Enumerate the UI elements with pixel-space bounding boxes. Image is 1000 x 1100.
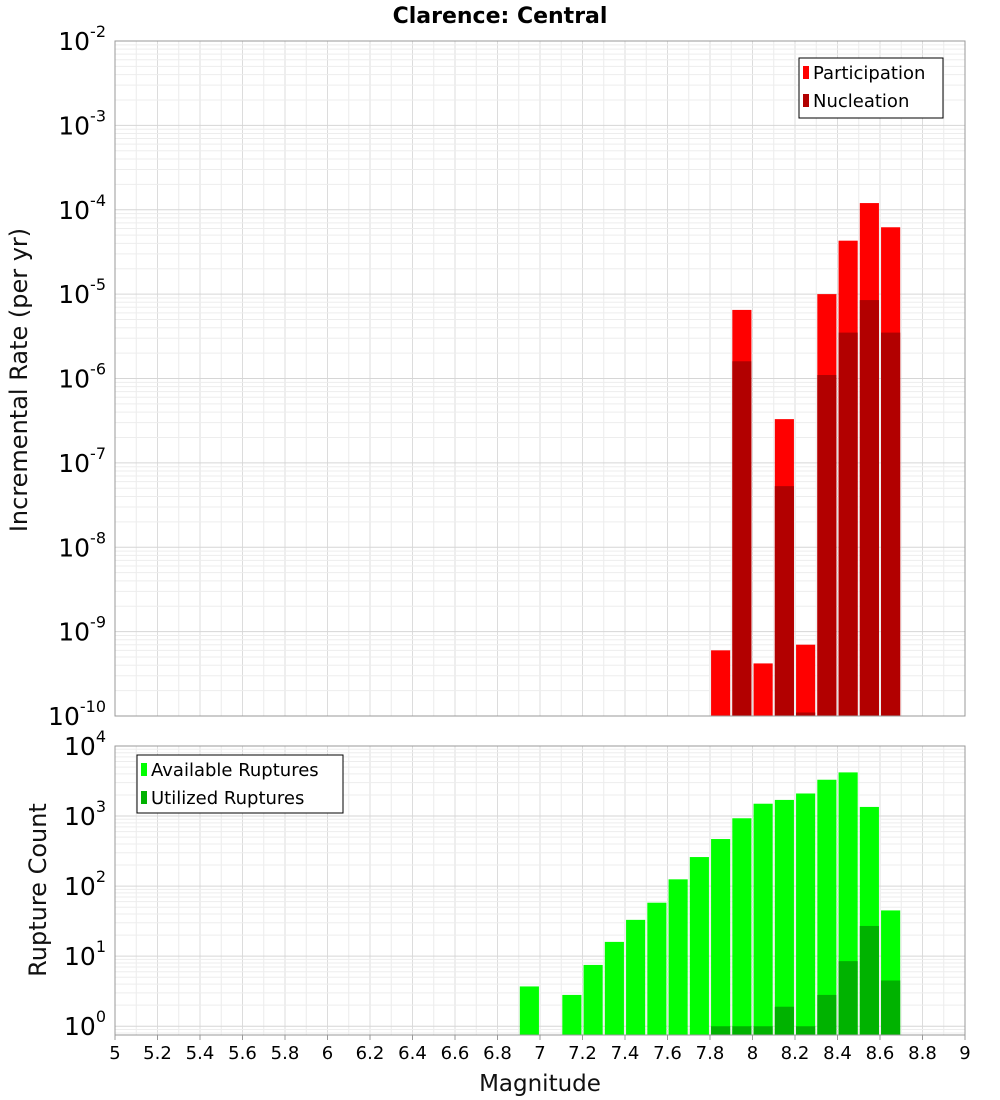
rate-plot-y-ticks: 10-2 10-3 10-4 10-5 10-6 10-7 10-8 10-9 10-10	[48, 22, 106, 731]
magnitude-x-ticks: 5 5.2 5.4 5.6 5.8 6 6.2 6.4 6.6 6.8 7 7.2 7.4 7.6 7.8 8…	[109, 1035, 971, 1064]
rupture-bar-available-ruptures	[796, 793, 816, 1035]
rate-plot-frame	[114, 40, 966, 717]
x-tick-label: 8	[747, 1043, 758, 1064]
rupture-bar-utilized-ruptures	[711, 1026, 731, 1035]
utilized-legend-swatch	[141, 791, 147, 804]
rupture-legend-box	[136, 754, 344, 814]
x-axis-label: Magnitude	[479, 1071, 601, 1097]
rate-legend: Participation Nucleation	[798, 57, 944, 119]
rupture-y-tick-label: 104	[64, 727, 106, 761]
x-tick-label: 5.8	[271, 1043, 300, 1064]
rate-bar-nucleation	[732, 361, 752, 716]
rupture-bar-available-ruptures	[604, 941, 624, 1035]
rate-plot-panel: 10-2 10-3 10-4 10-5 10-6 10-7 10-8 10-9 10-10 In…	[5, 22, 966, 731]
x-tick-label: 7.2	[568, 1043, 597, 1064]
rupture-bar-available-ruptures	[519, 986, 539, 1035]
rate-y-tick-label: 10-7	[58, 444, 106, 478]
rate-y-tick-label: 10-4	[58, 191, 106, 225]
x-tick-label: 8.4	[823, 1043, 852, 1064]
x-tick-label: 9	[959, 1043, 970, 1064]
x-tick-label: 6.6	[441, 1043, 470, 1064]
rate-bar-nucleation	[838, 332, 858, 716]
rate-y-tick-label: 10-8	[58, 528, 106, 562]
x-tick-label: 6.4	[398, 1043, 427, 1064]
rupture-bar-available-ruptures	[668, 879, 688, 1035]
rate-y-tick-label: 10-9	[58, 613, 106, 647]
rate-y-tick-label: 10-5	[58, 275, 106, 309]
rate-bar-participation	[753, 663, 773, 716]
rupture-bar-available-ruptures	[626, 919, 646, 1035]
nucleation-legend-label: Nucleation	[813, 91, 909, 112]
x-tick-label: 8.6	[866, 1043, 895, 1064]
rupture-bar-available-ruptures	[732, 818, 752, 1035]
available-legend-label: Available Ruptures	[151, 760, 319, 781]
rate-bar-participation	[711, 650, 731, 716]
x-tick-label: 6.2	[356, 1043, 385, 1064]
rupture-bar-utilized-ruptures	[838, 961, 858, 1035]
rate-legend-box	[798, 57, 944, 119]
rupture-bar-available-ruptures	[562, 994, 582, 1035]
rupture-bar-utilized-ruptures	[796, 1026, 816, 1035]
rupture-plot-y-ticks: 104 103 102 101 100	[64, 727, 106, 1041]
rupture-bar-available-ruptures	[817, 779, 837, 1035]
rupture-legend: Available Ruptures Utilized Ruptures	[136, 754, 344, 814]
x-tick-label: 5	[109, 1043, 120, 1064]
rupture-bar-utilized-ruptures	[859, 925, 879, 1035]
x-tick-label: 7.6	[653, 1043, 682, 1064]
participation-legend-swatch	[803, 66, 809, 79]
rate-plot-grid	[114, 40, 966, 717]
rupture-bar-utilized-ruptures	[817, 994, 837, 1035]
rupture-plot-bars	[519, 772, 901, 1035]
rupture-bar-available-ruptures	[774, 799, 794, 1035]
rupture-bar-utilized-ruptures	[732, 1026, 752, 1035]
participation-legend-label: Participation	[813, 63, 925, 84]
rate-bar-nucleation	[859, 300, 879, 716]
x-tick-label: 5.6	[228, 1043, 257, 1064]
x-tick-label: 7.8	[696, 1043, 725, 1064]
rupture-bar-available-ruptures	[647, 902, 667, 1035]
rate-bar-nucleation	[796, 712, 816, 716]
x-tick-label: 5.4	[186, 1043, 215, 1064]
rate-y-tick-label: 10-2	[58, 22, 106, 56]
x-tick-label: 8.2	[781, 1043, 810, 1064]
x-tick-label: 6	[322, 1043, 333, 1064]
chart-title: Clarence: Central	[393, 4, 608, 29]
rate-bar-nucleation	[881, 332, 901, 716]
x-tick-label: 7	[534, 1043, 545, 1064]
x-tick-label: 8.8	[908, 1043, 937, 1064]
rupture-bar-utilized-ruptures	[774, 1006, 794, 1035]
rate-y-axis-label: Incremental Rate (per yr)	[5, 228, 33, 532]
x-tick-label: 5.2	[143, 1043, 172, 1064]
rupture-y-axis-label: Rupture Count	[24, 803, 52, 977]
rupture-y-tick-label: 101	[64, 937, 106, 971]
rupture-bar-utilized-ruptures	[753, 1026, 773, 1035]
available-legend-swatch	[141, 763, 147, 776]
rate-y-tick-label: 10-6	[58, 360, 106, 394]
x-tick-label: 7.4	[611, 1043, 640, 1064]
rate-bar-nucleation	[774, 486, 794, 716]
rupture-count-panel: 104 103 102 101 100 5 5.2 5.4 5.6 5.8 6 6.2 6.4 6.6 6…	[24, 727, 971, 1097]
utilized-legend-label: Utilized Ruptures	[151, 788, 304, 809]
rate-plot-bars	[711, 203, 901, 717]
rate-bar-nucleation	[817, 375, 837, 716]
rate-bar-participation	[796, 644, 816, 716]
x-tick-label: 6.8	[483, 1043, 512, 1064]
rupture-y-tick-label: 100	[64, 1007, 106, 1041]
rate-y-tick-label: 10-3	[58, 106, 106, 140]
rupture-bar-utilized-ruptures	[881, 980, 901, 1035]
rupture-bar-available-ruptures	[583, 964, 603, 1035]
rupture-bar-available-ruptures	[711, 839, 731, 1035]
rupture-bar-available-ruptures	[753, 803, 773, 1035]
rate-y-tick-label: 10-10	[48, 697, 106, 731]
rupture-y-tick-label: 103	[64, 797, 106, 831]
rupture-y-tick-label: 102	[64, 867, 106, 901]
rupture-bar-available-ruptures	[689, 857, 709, 1035]
nucleation-legend-swatch	[803, 94, 809, 107]
